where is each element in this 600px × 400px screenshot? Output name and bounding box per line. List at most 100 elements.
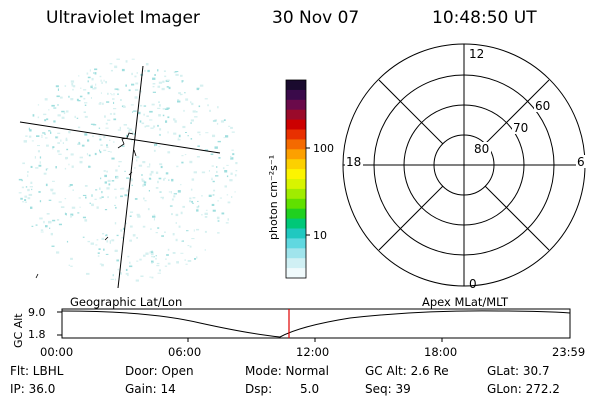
geographic-image-panel (18, 58, 238, 289)
emission-speckle (25, 186, 28, 188)
mlt-label-6: 6 (577, 155, 585, 169)
emission-speckle (100, 92, 102, 94)
emission-speckle (216, 166, 218, 168)
emission-speckle (128, 129, 131, 132)
emission-speckle (211, 203, 215, 206)
emission-speckle (77, 212, 80, 214)
emission-speckle (151, 262, 153, 264)
emission-speckle (166, 107, 170, 109)
emission-speckle (192, 197, 196, 199)
status-mode: Mode: Normal (245, 364, 329, 378)
emission-speckle (171, 213, 173, 216)
emission-speckle (185, 98, 189, 101)
emission-speckle (69, 184, 73, 186)
emission-speckle (92, 88, 96, 90)
emission-speckle (66, 148, 69, 151)
emission-speckle (48, 220, 52, 224)
emission-speckle (163, 70, 166, 72)
emission-speckle (143, 105, 147, 107)
emission-speckle (109, 242, 111, 244)
emission-speckle (223, 137, 225, 139)
status-ip: IP: 36.0 (10, 382, 56, 396)
colorbar-band (286, 109, 306, 121)
emission-speckle (175, 222, 177, 224)
emission-speckle (127, 273, 129, 277)
emission-speckle (99, 197, 102, 200)
emission-speckle (112, 98, 115, 100)
emission-speckle (185, 263, 188, 265)
emission-speckle (48, 199, 52, 201)
emission-speckle (123, 227, 125, 230)
apex-label: Apex MLat/MLT (422, 295, 509, 309)
emission-speckle (53, 120, 56, 123)
y-tick-label-9: 9.0 (28, 306, 46, 319)
emission-speckle (158, 269, 161, 272)
emission-speckle (27, 188, 30, 192)
emission-speckle (225, 222, 229, 224)
emission-speckle (167, 131, 169, 134)
emission-speckle (152, 86, 155, 88)
emission-speckle (116, 176, 119, 179)
emission-speckle (155, 257, 157, 260)
emission-speckle (194, 258, 196, 260)
emission-speckle (149, 173, 152, 176)
emission-speckle (60, 206, 65, 208)
emission-speckle (156, 262, 160, 265)
emission-speckle (171, 198, 174, 201)
emission-speckle (50, 131, 52, 134)
emission-speckle (216, 122, 219, 125)
emission-speckle (83, 111, 86, 113)
emission-speckle (57, 142, 60, 144)
emission-speckle (141, 178, 144, 181)
emission-speckle (225, 135, 229, 138)
emission-speckle (114, 188, 117, 190)
emission-speckle (154, 143, 156, 147)
emission-speckle (113, 118, 117, 121)
lat-label-70: 70 (513, 121, 528, 135)
emission-speckle (149, 110, 153, 113)
emission-speckle (43, 172, 47, 175)
emission-speckle (130, 104, 134, 106)
emission-speckle (204, 212, 208, 215)
emission-speckle (88, 154, 91, 157)
label-backdrop (576, 155, 586, 168)
emission-speckle (35, 224, 38, 226)
emission-speckle (129, 215, 132, 217)
emission-speckle (127, 127, 130, 129)
emission-speckle (91, 194, 93, 197)
emission-speckle (113, 108, 117, 110)
emission-speckle (196, 256, 198, 259)
emission-speckle (90, 123, 95, 125)
emission-speckle (99, 151, 102, 154)
emission-speckle (98, 135, 102, 137)
emission-speckle (99, 187, 101, 190)
emission-speckle (137, 215, 141, 218)
emission-speckle (196, 206, 199, 209)
geographic-label: Geographic Lat/Lon (70, 295, 183, 309)
emission-speckle (42, 132, 46, 134)
emission-speckle (105, 253, 109, 255)
emission-speckle (90, 85, 93, 89)
emission-speckle (183, 109, 185, 112)
emission-speckle (153, 149, 156, 152)
emission-speckle (124, 170, 126, 172)
x-tick-label-0000: 00:00 (40, 345, 74, 359)
emission-speckle (157, 85, 161, 88)
emission-speckle (150, 228, 152, 230)
coastline-fragment (117, 132, 134, 149)
emission-speckle (131, 180, 133, 182)
emission-speckle (149, 276, 152, 278)
x-tick-label-1800: 18:00 (424, 345, 458, 359)
emission-speckle (111, 180, 115, 182)
emission-speckle (152, 215, 156, 218)
emission-speckle (228, 125, 231, 127)
emission-speckle (114, 222, 117, 225)
emission-speckle (71, 82, 74, 86)
emission-speckle (114, 204, 116, 206)
emission-speckle (177, 190, 181, 193)
emission-speckle (218, 157, 221, 159)
emission-speckle (176, 261, 179, 264)
mlt-label-12: 12 (469, 47, 484, 61)
status-filter: Flt: LBHL (10, 364, 64, 378)
emission-speckle (44, 98, 48, 101)
